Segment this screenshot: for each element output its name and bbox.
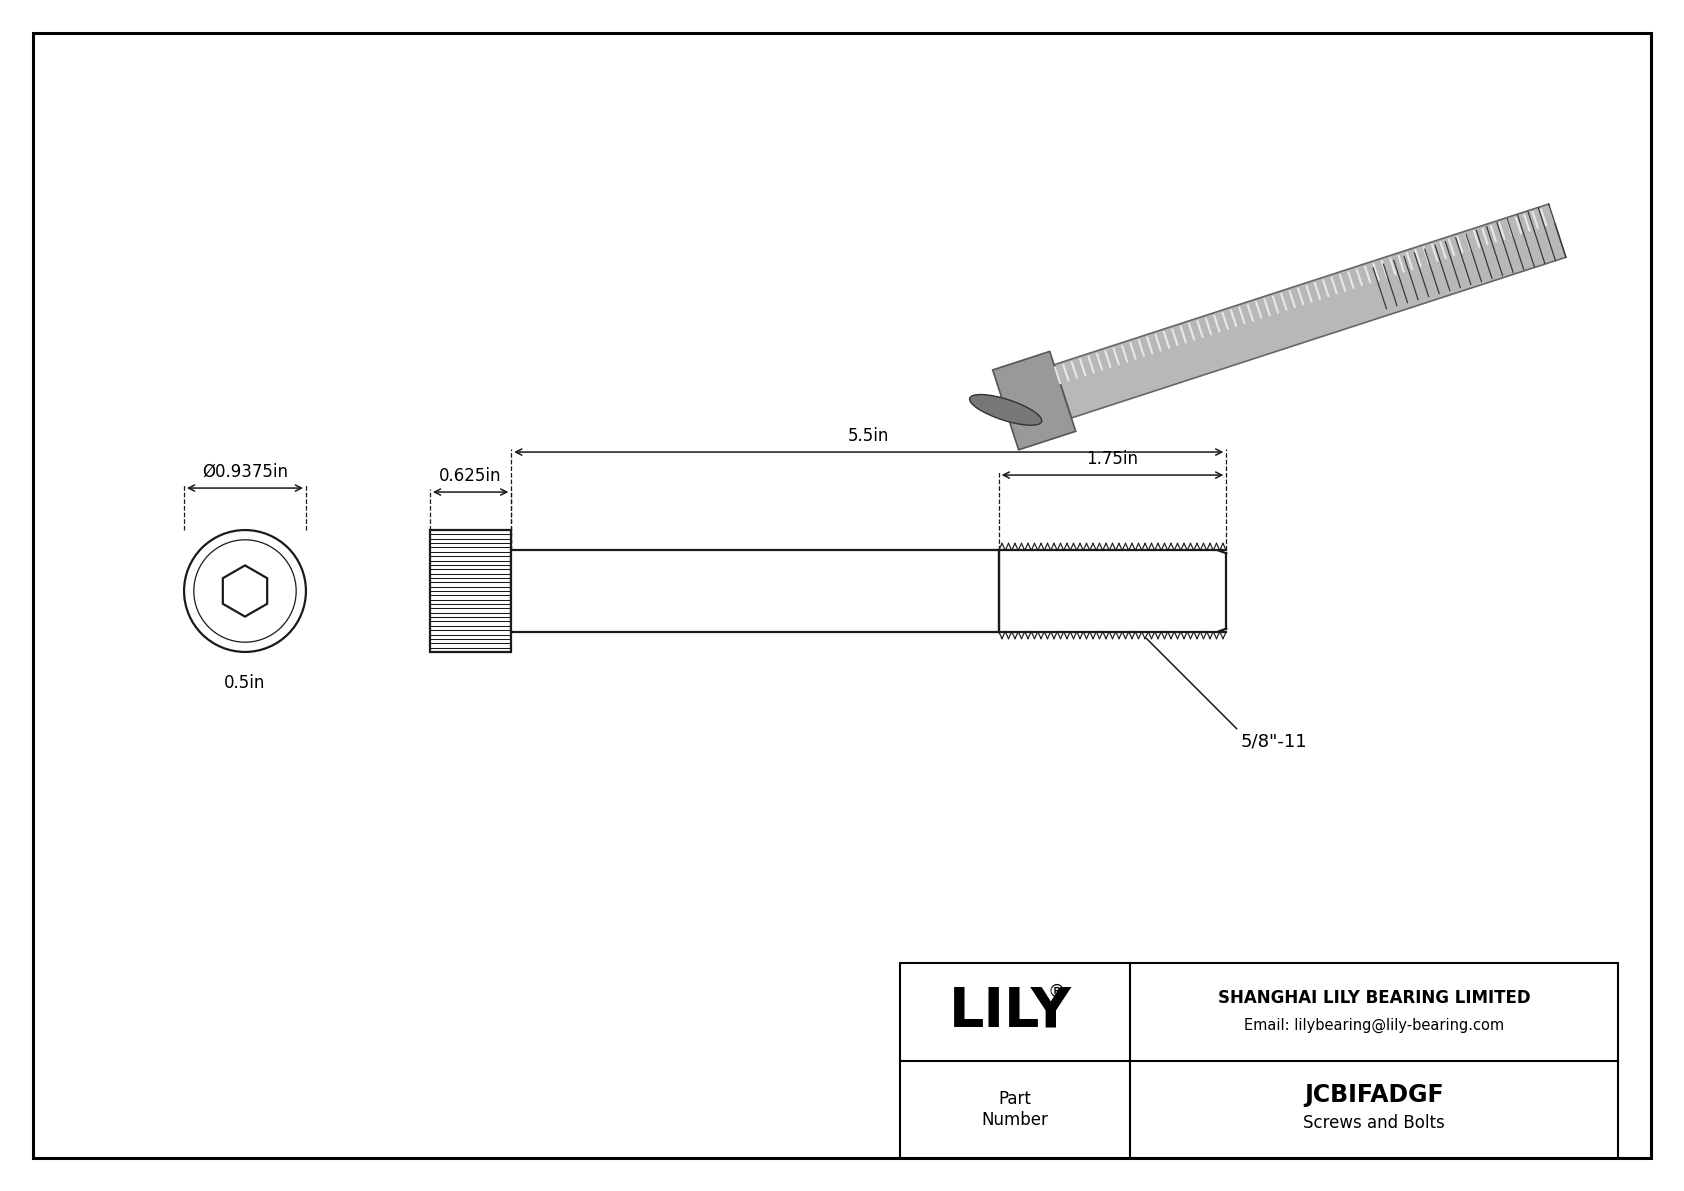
Bar <box>512 550 999 631</box>
Text: JCBIFADGF: JCBIFADGF <box>1303 1084 1443 1108</box>
Text: 0.625in: 0.625in <box>440 467 502 485</box>
Text: 1.75in: 1.75in <box>1086 450 1138 468</box>
Polygon shape <box>222 566 268 617</box>
Text: SHANGHAI LILY BEARING LIMITED: SHANGHAI LILY BEARING LIMITED <box>1218 989 1531 1006</box>
Text: Screws and Bolts: Screws and Bolts <box>1303 1115 1445 1133</box>
Text: LILY: LILY <box>948 985 1071 1039</box>
Ellipse shape <box>970 394 1042 425</box>
Polygon shape <box>1054 204 1566 418</box>
Circle shape <box>184 530 306 651</box>
Text: Ø0.9375in: Ø0.9375in <box>202 463 288 481</box>
Circle shape <box>194 540 296 642</box>
Polygon shape <box>992 351 1076 450</box>
Text: 5.5in: 5.5in <box>849 428 889 445</box>
Text: Part
Number: Part Number <box>982 1090 1049 1129</box>
Text: 5/8"-11: 5/8"-11 <box>1241 732 1307 750</box>
Text: 0.5in: 0.5in <box>224 674 266 692</box>
Bar <box>429 530 512 651</box>
Text: Email: lilybearing@lily-bearing.com: Email: lilybearing@lily-bearing.com <box>1244 1018 1504 1034</box>
Text: ®: ® <box>1047 983 1066 1000</box>
Bar <box>899 964 1618 1158</box>
